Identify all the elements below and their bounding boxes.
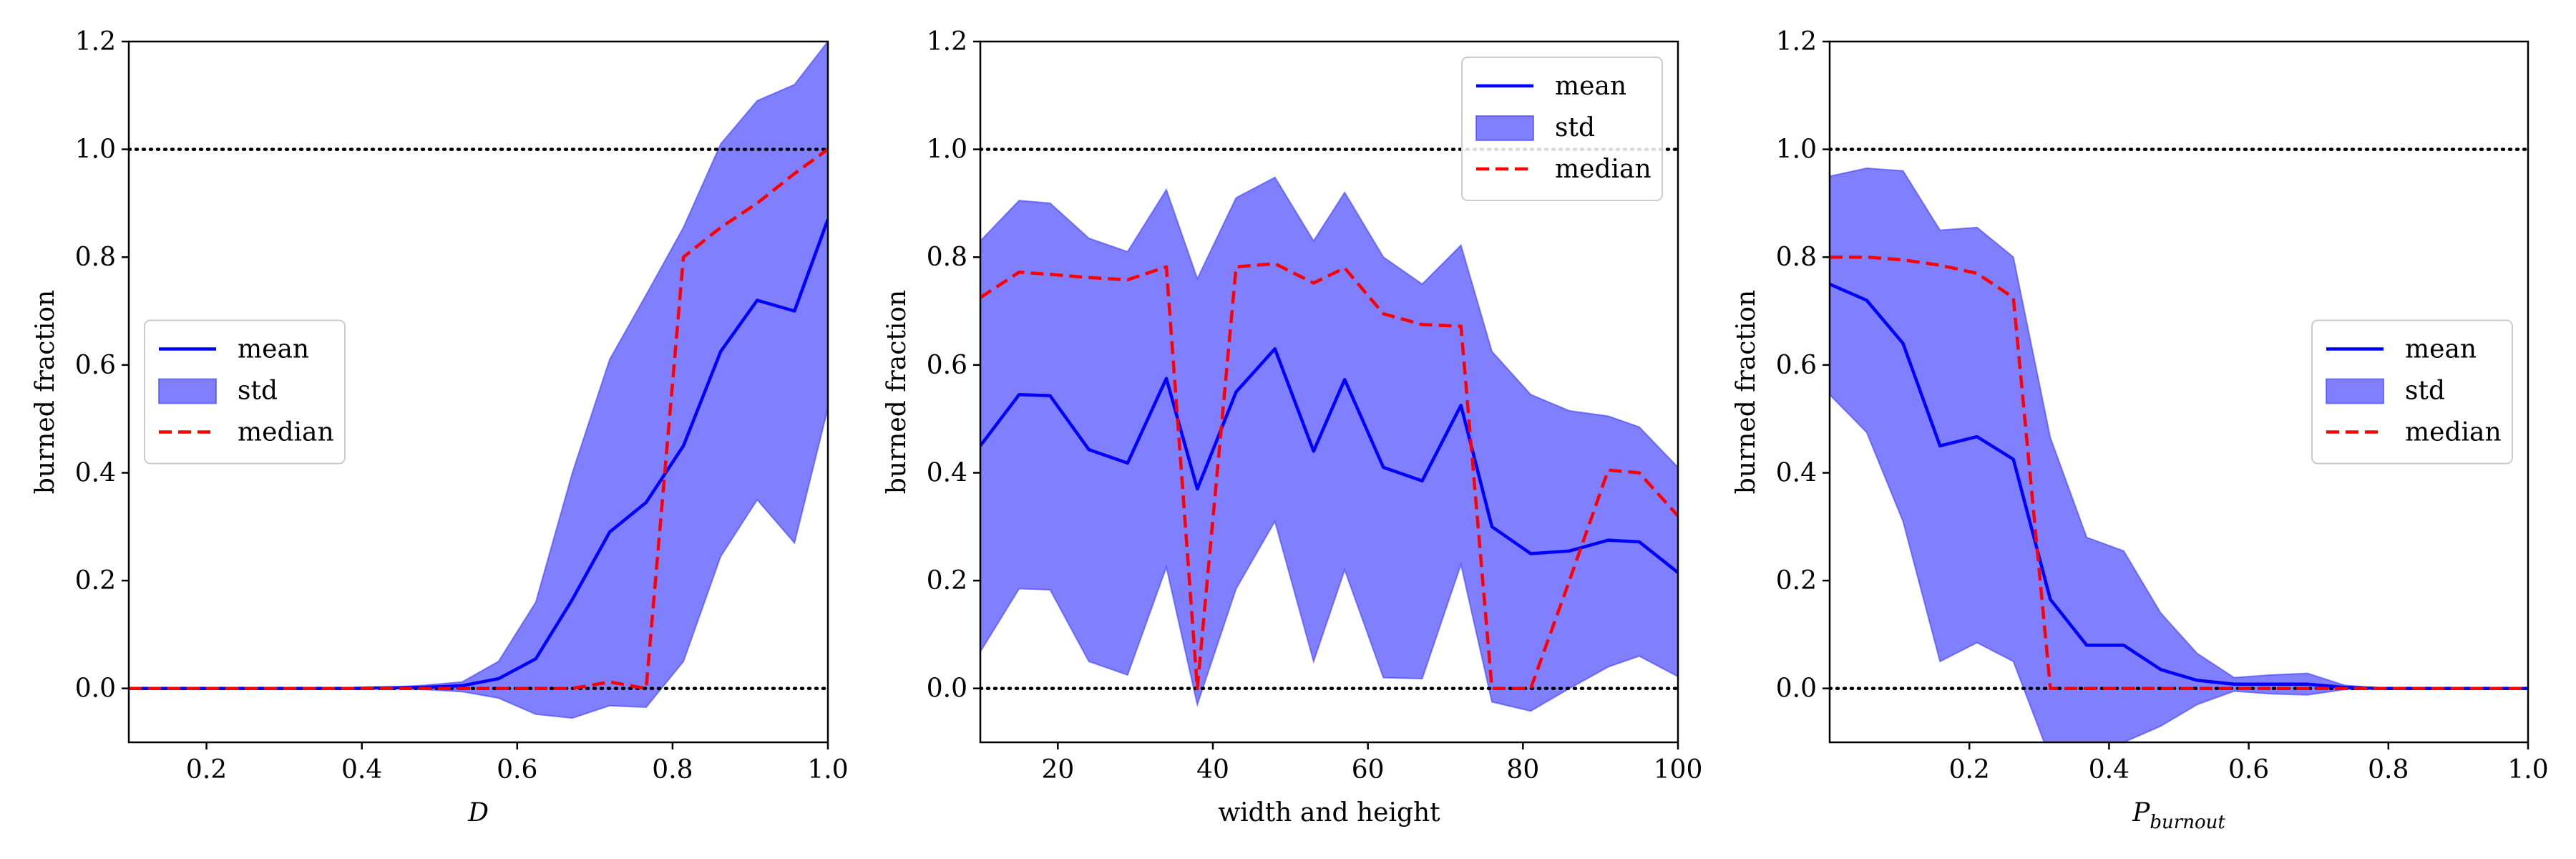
x-tick-label: 1.0 bbox=[2507, 755, 2548, 785]
legend-swatch-std bbox=[158, 378, 217, 404]
median-line bbox=[129, 147, 828, 690]
subplot-1: 0.2 0.4 0.6 0.8 1.0 0.0 0.2 0.4 0.6 0.8 1.0 1.2 Dbur… bbox=[31, 27, 849, 828]
legend-box bbox=[2311, 319, 2513, 465]
y-tick-label: 0.6 bbox=[1776, 351, 1817, 380]
median-line bbox=[1830, 255, 2528, 690]
legend-label-std: std bbox=[2405, 377, 2445, 406]
y-tick-label: 0.6 bbox=[927, 351, 967, 380]
y-axis-label: burned fraction bbox=[882, 290, 912, 494]
x-tick-label: 0.4 bbox=[2089, 755, 2129, 785]
y-tick-label: 1.0 bbox=[75, 135, 116, 165]
x-tick-label: 60 bbox=[1352, 755, 1385, 785]
y-tick-label: 0.8 bbox=[1776, 243, 1817, 272]
axes-frame bbox=[1828, 40, 2529, 744]
legend-label-std: std bbox=[1555, 113, 1595, 142]
plot-area bbox=[1830, 147, 2528, 742]
mean-line bbox=[980, 347, 1678, 574]
x-tick-label: 0.8 bbox=[2368, 755, 2409, 785]
y-axis-label: burned fraction bbox=[31, 290, 60, 494]
legend-label-mean: mean bbox=[1555, 72, 1626, 101]
subplot-3: 0.2 0.4 0.6 0.8 1.0 0.0 0.2 0.4 0.6 0.8 1.0 1.2 Pbur… bbox=[1732, 27, 2549, 833]
legend-label-mean: mean bbox=[238, 335, 309, 364]
y-tick-label: 0.8 bbox=[927, 243, 967, 272]
x-tick-label: 0.2 bbox=[1949, 755, 1990, 785]
y-tick-label: 0.2 bbox=[75, 566, 116, 596]
x-tick-label: 0.2 bbox=[186, 755, 227, 785]
x-tick-label: 80 bbox=[1506, 755, 1539, 785]
axes-frame bbox=[127, 40, 829, 744]
legend-label-std: std bbox=[238, 377, 278, 406]
plot-area bbox=[129, 42, 828, 719]
x-tick-label: 100 bbox=[1654, 755, 1703, 785]
y-tick-label: 0.2 bbox=[1776, 566, 1817, 596]
y-tick-label: 0.4 bbox=[75, 458, 116, 487]
y-axis-label: burned fraction bbox=[1732, 290, 1761, 494]
y-tick-label: 0.0 bbox=[1776, 674, 1817, 704]
x-axis-label: D bbox=[467, 798, 489, 828]
legend: mean std median bbox=[1461, 57, 1663, 201]
median-line bbox=[980, 262, 1678, 690]
y-tick-label: 0.6 bbox=[75, 351, 116, 380]
x-axis-label: Pburnout bbox=[2132, 798, 2225, 833]
legend-label-median: median bbox=[2405, 418, 2502, 447]
y-tick-label: 1.2 bbox=[1776, 27, 1817, 57]
mean-line bbox=[1830, 282, 2528, 690]
x-tick-label: 0.8 bbox=[652, 755, 693, 785]
y-tick-label: 1.0 bbox=[1776, 135, 1817, 165]
plot-area bbox=[980, 147, 1678, 712]
y-tick-label: 1.2 bbox=[927, 27, 967, 57]
x-tick-label: 0.4 bbox=[341, 755, 382, 785]
y-tick-label: 0.8 bbox=[75, 243, 116, 272]
legend-label-median: median bbox=[1555, 155, 1652, 184]
x-tick-label: 40 bbox=[1196, 755, 1229, 785]
x-axis-label: width and height bbox=[1218, 798, 1440, 828]
legend: mean std median bbox=[2311, 319, 2513, 465]
y-tick-label: 0.4 bbox=[927, 458, 967, 487]
x-tick-label: 0.6 bbox=[2228, 755, 2269, 785]
y-tick-label: 0.2 bbox=[927, 566, 967, 596]
x-tick-label: 20 bbox=[1041, 755, 1074, 785]
legend-swatch-std bbox=[1475, 115, 1534, 141]
subplot-2: 20 40 60 80 100 0.0 0.2 0.4 0.6 0.8 1.0 1.2 width an… bbox=[882, 27, 1702, 828]
y-tick-label: 0.0 bbox=[75, 674, 116, 704]
x-tick-label: 1.0 bbox=[807, 755, 848, 785]
y-tick-label: 0.4 bbox=[1776, 458, 1817, 487]
legend: mean std median bbox=[144, 319, 346, 465]
y-tick-label: 1.2 bbox=[75, 27, 116, 57]
axes-frame bbox=[979, 40, 1679, 744]
x-tick-label: 0.6 bbox=[497, 755, 537, 785]
legend-box bbox=[1461, 57, 1663, 201]
std-band bbox=[980, 176, 1678, 712]
legend-label-median: median bbox=[238, 418, 334, 447]
legend-swatch-std bbox=[2326, 378, 2384, 404]
x-axis-label-subscript: burnout bbox=[2150, 812, 2225, 833]
y-tick-label: 1.0 bbox=[927, 135, 967, 165]
legend-label-mean: mean bbox=[2405, 335, 2477, 364]
legend-box bbox=[144, 319, 346, 465]
y-tick-label: 0.0 bbox=[927, 674, 967, 704]
